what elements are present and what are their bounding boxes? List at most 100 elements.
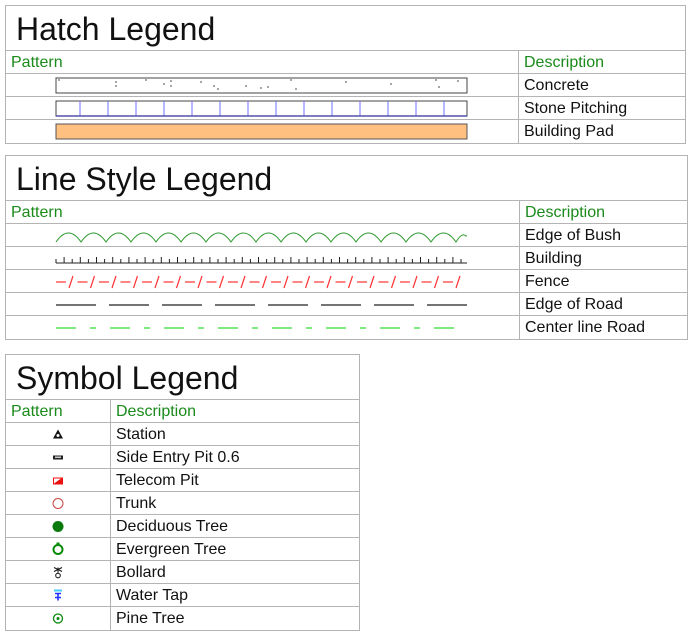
- table-row: Building: [6, 247, 687, 270]
- deciduous-tree-icon-glyph: [52, 521, 64, 532]
- description-header: Description: [525, 204, 606, 221]
- slash: [455, 275, 461, 289]
- table-row: Stone Pitching: [6, 97, 685, 120]
- edge-of-road-pattern: [6, 293, 520, 315]
- symbol-legend-title: Symbol Legend: [6, 355, 359, 400]
- table-row: Building Pad: [6, 120, 685, 143]
- slash: [433, 275, 440, 289]
- speckle: [438, 86, 440, 88]
- speckle: [115, 81, 117, 83]
- pattern-cell: [6, 492, 111, 514]
- description-header: Description: [524, 54, 605, 71]
- table-row: Station: [6, 423, 359, 446]
- speckle: [245, 85, 247, 87]
- header-row: Pattern Description: [6, 201, 687, 224]
- slash: [412, 275, 418, 289]
- pattern-cell: [6, 607, 111, 630]
- pattern-cell: [6, 423, 111, 445]
- speckle: [390, 83, 392, 85]
- description: Fence: [525, 273, 570, 290]
- symbol-legend: Symbol Legend Pattern Description Statio…: [5, 354, 360, 631]
- evergreen-tree-icon-glyph: [52, 542, 64, 555]
- pattern-cell: [6, 515, 111, 537]
- header-row: Pattern Description: [6, 51, 685, 74]
- speckle: [260, 87, 262, 89]
- table-row: Bollard: [6, 561, 359, 584]
- speckle: [163, 83, 165, 85]
- slash: [68, 275, 74, 289]
- building-pad-pattern: [6, 120, 519, 143]
- pine-tree-icon-glyph: [52, 613, 64, 624]
- description: Telecom Pit: [116, 472, 199, 489]
- description: Building: [525, 250, 582, 267]
- trunk-circle-icon: [52, 498, 64, 509]
- speckle: [200, 81, 202, 83]
- pattern-header: Pattern: [6, 51, 519, 73]
- building-pattern: [6, 247, 520, 269]
- table-row: Deciduous Tree: [6, 515, 359, 538]
- table-row: Water Tap: [6, 584, 359, 607]
- concrete-pattern: [6, 74, 519, 96]
- description: Trunk: [116, 495, 157, 512]
- pattern-header: Pattern: [6, 400, 111, 422]
- description: Deciduous Tree: [116, 518, 229, 535]
- table-row: Concrete: [6, 74, 685, 97]
- speckle: [58, 79, 60, 81]
- slash: [347, 275, 354, 289]
- description: Concrete: [524, 77, 589, 94]
- pattern-cell: [6, 446, 111, 468]
- speckle: [267, 86, 269, 88]
- description: Bollard: [116, 564, 166, 581]
- table-row: Telecom Pit: [6, 469, 359, 492]
- description: Station: [116, 426, 166, 443]
- line-style-legend-title: Line Style Legend: [6, 156, 687, 201]
- edge-of-bush-pattern: [6, 224, 520, 246]
- hatch-legend-title: Hatch Legend: [6, 6, 685, 51]
- speckle: [295, 88, 297, 90]
- table-row: Pine Tree: [6, 607, 359, 630]
- slash: [261, 275, 268, 289]
- slash: [89, 275, 96, 289]
- water-tap-icon-glyph: [54, 589, 62, 601]
- evergreen-tree-icon: [52, 542, 64, 555]
- line-style-legend: Line Style Legend Pattern Description Ed…: [5, 155, 688, 340]
- table-row: Evergreen Tree: [6, 538, 359, 561]
- description: Evergreen Tree: [116, 541, 227, 558]
- speckle: [217, 88, 219, 90]
- slash: [390, 275, 397, 289]
- side-entry-pit-icon: [53, 455, 63, 460]
- slash: [111, 275, 117, 289]
- speckle: [290, 79, 292, 81]
- pine-tree-icon: [52, 613, 64, 624]
- water-tap-icon: [54, 589, 62, 601]
- table-row: Edge of Bush: [6, 224, 687, 247]
- center-line-road-pattern: [6, 316, 520, 339]
- deciduous-tree-icon: [52, 521, 64, 532]
- table-row: Fence: [6, 270, 687, 293]
- slash: [304, 275, 311, 289]
- description: Water Tap: [116, 587, 189, 604]
- speckle: [170, 80, 172, 82]
- description: Building Pad: [524, 123, 614, 140]
- speckle: [213, 85, 215, 87]
- slash: [154, 275, 160, 289]
- pattern-header: Pattern: [6, 201, 520, 223]
- stone-pitching-pattern: [6, 97, 519, 119]
- table-row: Side Entry Pit 0.6: [6, 446, 359, 469]
- speckle: [457, 80, 459, 82]
- slash: [218, 275, 225, 289]
- speckle: [435, 79, 437, 81]
- speckle: [145, 79, 147, 81]
- description: Stone Pitching: [524, 100, 628, 117]
- telecom-pit-icon: [53, 477, 63, 485]
- speckle: [170, 85, 172, 87]
- pattern-cell: [6, 584, 111, 606]
- header-row: Pattern Description: [6, 400, 359, 423]
- description: Edge of Road: [525, 296, 623, 313]
- slash: [132, 275, 139, 289]
- table-row: Trunk: [6, 492, 359, 515]
- description: Edge of Bush: [525, 227, 622, 244]
- triangle-station-icon: [53, 429, 63, 439]
- side-entry-pit-icon-glyph: [53, 455, 63, 460]
- description: Side Entry Pit 0.6: [116, 449, 240, 466]
